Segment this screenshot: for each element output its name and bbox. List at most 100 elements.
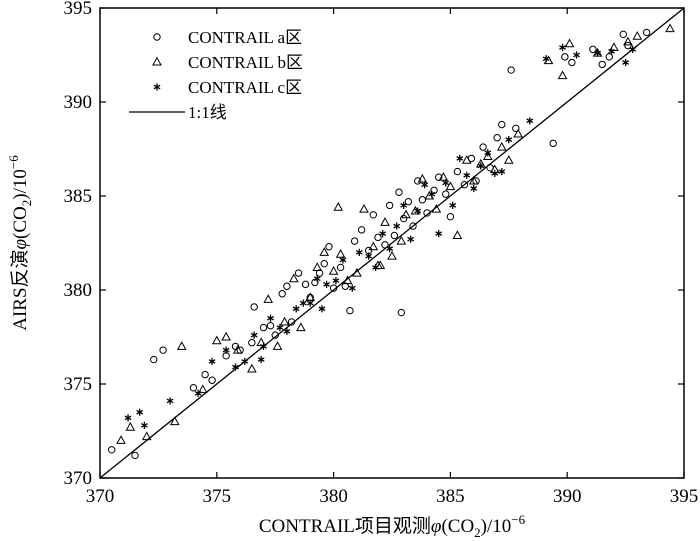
y-tick-label: 380 — [64, 280, 93, 301]
data-point-triangle — [380, 217, 390, 226]
data-point-asterisk — [456, 154, 464, 162]
data-point-triangle — [342, 275, 353, 285]
data-point-circle — [399, 214, 408, 223]
data-point-circle — [301, 280, 310, 289]
data-point-circle — [418, 196, 427, 204]
data-point-circle — [512, 124, 520, 133]
data-point-triangle — [417, 173, 428, 183]
data-point-circle — [374, 233, 382, 242]
data-point-asterisk — [124, 414, 132, 422]
data-point-triangle — [289, 273, 299, 283]
data-point-circle — [341, 282, 349, 290]
data-point-triangle — [272, 341, 283, 350]
data-point-triangle — [116, 435, 126, 444]
legend-label: CONTRAIL c区 — [188, 78, 302, 97]
y-tick-label: 395 — [64, 0, 93, 19]
data-point-circle — [357, 226, 366, 234]
data-point-asterisk — [542, 55, 550, 63]
data-point-circle — [479, 143, 487, 151]
data-point-asterisk — [491, 169, 499, 178]
data-point-circle — [159, 346, 167, 354]
data-point-circle — [271, 331, 279, 339]
data-point-asterisk — [257, 355, 265, 364]
data-point-triangle — [296, 322, 306, 332]
data-point-circle — [493, 134, 501, 142]
data-point-circle — [619, 30, 627, 39]
legend-label: CONTRAIL a区 — [188, 28, 302, 47]
data-point-asterisk — [449, 201, 457, 209]
data-point-circle — [311, 278, 319, 287]
data-point-circle — [189, 384, 198, 392]
y-tick-label: 385 — [64, 186, 93, 207]
data-point-circle — [442, 190, 450, 198]
data-point-asterisk — [498, 167, 506, 176]
data-point-asterisk — [136, 408, 144, 416]
data-point-triangle — [352, 267, 362, 277]
data-point-triangle — [401, 209, 411, 219]
data-point-circle — [395, 188, 403, 196]
data-point-asterisk — [260, 342, 267, 350]
data-point-triangle — [359, 203, 369, 213]
data-point-asterisk — [292, 305, 300, 313]
data-point-asterisk — [332, 277, 340, 285]
data-point-asterisk — [594, 49, 602, 57]
data-point-asterisk — [194, 389, 202, 397]
data-point-circle — [346, 306, 354, 315]
data-point-asterisk — [208, 357, 216, 366]
legend-label: 1:1线 — [188, 103, 227, 122]
data-point-triangle — [387, 250, 397, 260]
legend: CONTRAIL a区 CONTRAIL b区 CONTRAIL c区 1:1线 — [129, 28, 303, 122]
data-point-circle — [336, 263, 345, 272]
x-axis-label: CONTRAIL项目观测φ(CO2)/10−6 — [259, 512, 526, 540]
data-point-triangle — [461, 155, 472, 164]
data-point-asterisk — [463, 171, 471, 179]
data-point-asterisk — [400, 201, 408, 209]
reference-line-group — [100, 8, 684, 478]
x-tick-label: 395 — [670, 486, 699, 507]
data-point-asterisk — [484, 149, 492, 157]
data-points — [107, 23, 675, 460]
data-point-triangle — [232, 344, 243, 354]
data-point-circle — [150, 355, 158, 364]
data-point-asterisk — [140, 421, 148, 429]
legend-marker-circle — [153, 33, 161, 41]
data-point-circle — [131, 451, 139, 460]
data-point-circle — [397, 308, 406, 317]
data-point-circle — [390, 231, 399, 240]
data-point-triangle — [557, 70, 568, 80]
data-point-asterisk — [421, 181, 429, 189]
data-point-circle — [561, 53, 569, 61]
data-point-circle — [423, 209, 431, 217]
x-tick-label: 375 — [203, 486, 232, 507]
data-point-circle — [413, 177, 422, 185]
data-point-asterisk — [393, 222, 401, 230]
data-point-triangle — [141, 431, 152, 441]
data-point-circle — [568, 58, 576, 67]
data-point-asterisk — [299, 299, 307, 307]
data-point-asterisk — [435, 230, 443, 238]
data-point-triangle — [445, 181, 456, 191]
data-point-asterisk — [348, 284, 356, 292]
data-point-triangle — [396, 235, 407, 245]
data-point-asterisk — [232, 363, 239, 371]
data-point-asterisk — [267, 314, 274, 322]
data-point-circle — [250, 303, 258, 311]
data-point-asterisk — [318, 305, 326, 313]
data-point-asterisk — [477, 162, 485, 170]
data-point-circle — [369, 211, 378, 219]
axis-ticks: 370 375 380 385 390 395 370 375 380 385 390 395 — [64, 0, 699, 507]
data-point-triangle — [176, 341, 187, 350]
data-point-asterisk — [386, 245, 394, 253]
data-point-triangle — [368, 241, 379, 251]
data-point-asterisk — [339, 256, 347, 264]
data-point-asterisk — [622, 58, 630, 67]
data-point-triangle — [468, 175, 479, 185]
data-point-asterisk — [250, 331, 258, 339]
data-point-triangle — [632, 30, 643, 40]
one-to-one-line — [100, 8, 684, 478]
plot-frame — [99, 7, 685, 479]
data-point-circle — [430, 186, 438, 195]
x-tick-label: 390 — [553, 486, 582, 507]
data-point-asterisk — [526, 117, 534, 125]
